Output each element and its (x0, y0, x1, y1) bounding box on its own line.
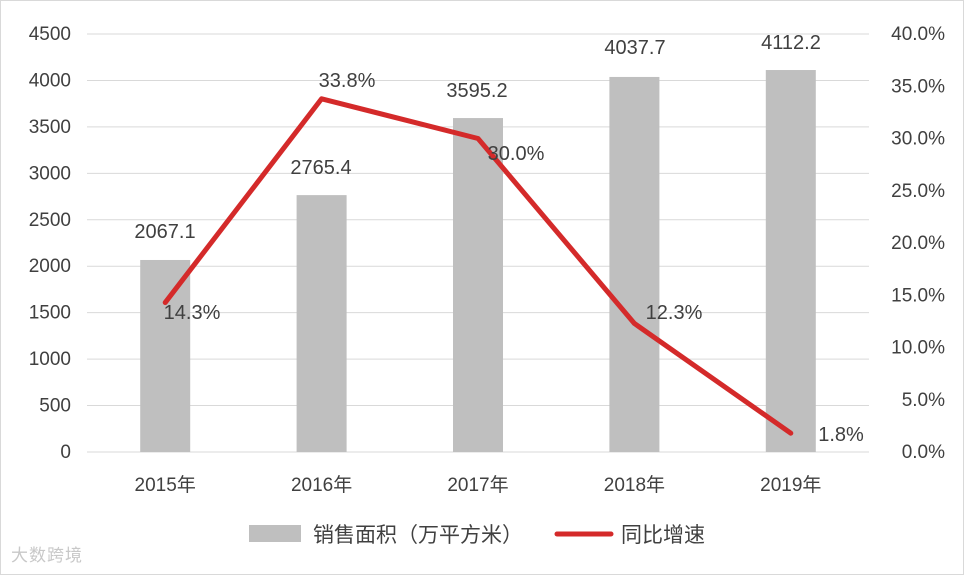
bar (766, 70, 816, 452)
y-right-tick-label: 0.0% (902, 442, 945, 463)
y-right-tick-label: 35.0% (891, 76, 945, 97)
y-left-tick-label: 500 (39, 396, 71, 417)
bar (453, 118, 503, 452)
y-left-tick-label: 4000 (29, 70, 71, 91)
legend-swatch-bar (249, 525, 301, 542)
y-left-tick-label: 2000 (29, 256, 71, 277)
y-left-tick-label: 1500 (29, 303, 71, 324)
y-right-tick-label: 20.0% (891, 233, 945, 254)
bar (297, 195, 347, 452)
y-right-tick-label: 5.0% (902, 390, 945, 411)
y-left-tick-label: 0 (60, 442, 71, 463)
y-right-tick-label: 10.0% (891, 338, 945, 359)
line-data-label: 30.0% (488, 143, 545, 165)
x-tick-label: 2016年 (291, 474, 352, 496)
legend-label-bar: 销售面积（万平方米） (313, 524, 523, 547)
line-data-label: 1.8% (818, 424, 864, 446)
y-left-tick-label: 3000 (29, 163, 71, 184)
bar (609, 77, 659, 452)
legend: 销售面积（万平方米） 同比增速 (249, 524, 705, 547)
bar (140, 260, 190, 452)
y-right-tick-label: 15.0% (891, 285, 945, 306)
y-right-tick-label: 30.0% (891, 129, 945, 150)
y-left-tick-label: 4500 (29, 24, 71, 45)
line-data-label: 14.3% (164, 302, 221, 324)
y-right-tick-label: 40.0% (891, 24, 945, 45)
line-data-label: 33.8% (319, 70, 376, 92)
x-tick-label: 2019年 (760, 474, 821, 496)
y-right-tick-label: 25.0% (891, 181, 945, 202)
y-left-tick-label: 2500 (29, 210, 71, 231)
line-data-label: 12.3% (646, 302, 703, 324)
bar-data-label: 4037.7 (604, 37, 665, 59)
bar-data-label: 2765.4 (290, 157, 351, 179)
x-tick-label: 2018年 (604, 474, 665, 496)
x-tick-label: 2015年 (135, 474, 196, 496)
bar-data-label: 4112.2 (761, 32, 821, 54)
watermark: 大数跨境 (11, 541, 83, 566)
y-left-tick-label: 1000 (29, 349, 71, 370)
bar-data-label: 3595.2 (446, 80, 507, 102)
legend-label-line: 同比增速 (621, 524, 705, 547)
bar-data-label: 2067.1 (134, 221, 195, 243)
x-tick-label: 2017年 (447, 474, 508, 496)
y-left-tick-label: 3500 (29, 117, 71, 138)
